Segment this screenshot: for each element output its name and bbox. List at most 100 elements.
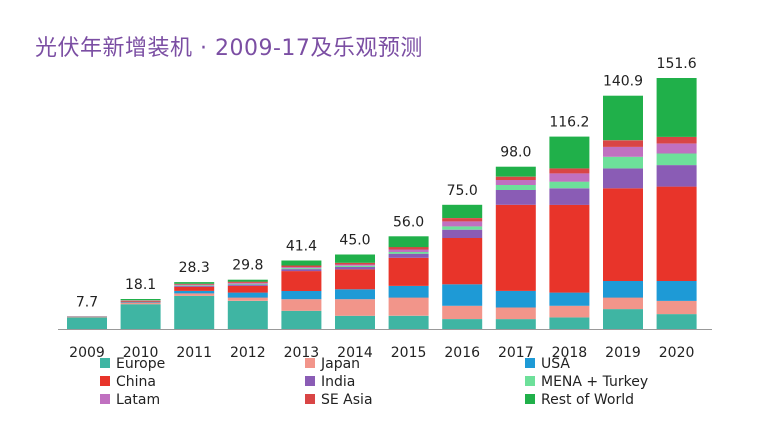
bar-segment-2014-se-asia — [335, 262, 375, 265]
total-label-2012: 29.8 — [232, 258, 263, 274]
bar-segment-2018-rest-of-world — [549, 136, 590, 169]
bar-segment-2011-india — [174, 286, 215, 287]
bar-segment-2010-usa — [120, 301, 161, 303]
legend-item-japan: Japan — [305, 356, 360, 372]
total-label-2017: 98.0 — [500, 145, 531, 161]
bar-segment-2012-rest-of-world — [227, 279, 268, 282]
bar-segment-2020-usa — [656, 281, 697, 301]
bar-segment-2019-rest-of-world — [603, 95, 643, 141]
bar-segment-2013-india — [281, 269, 322, 272]
x-tick-label-2019: 2019 — [605, 345, 641, 361]
legend-label-india: India — [321, 374, 355, 390]
bar-segment-2019-india — [603, 168, 643, 189]
bar-segment-2013-europe — [281, 310, 322, 329]
bar-segment-2016-rest-of-world — [442, 204, 483, 218]
bar-segment-2011-usa — [174, 290, 215, 294]
legend-label-usa: USA — [541, 356, 570, 372]
total-label-2016: 75.0 — [447, 183, 478, 199]
total-label-2015: 56.0 — [393, 214, 424, 230]
x-tick-label-2011: 2011 — [176, 345, 212, 361]
legend-label-rest-of-world: Rest of World — [541, 392, 634, 408]
bar-segment-2020-se-asia — [656, 136, 697, 144]
bar-segment-2011-europe — [174, 295, 215, 329]
total-label-2020: 151.6 — [657, 56, 697, 72]
bar-segment-2018-usa — [549, 292, 590, 306]
legend-label-china: China — [116, 374, 156, 390]
legend-swatch-latam — [100, 394, 110, 404]
bar-segment-2014-mena-turkey — [335, 265, 375, 267]
bar-segment-2012-japan — [227, 297, 268, 301]
bar-segment-2015-india — [388, 253, 429, 258]
bar-segment-2012-india — [227, 284, 268, 286]
total-label-2011: 28.3 — [179, 260, 210, 276]
legend-item-europe: Europe — [100, 356, 165, 372]
bar-segment-2018-se-asia — [549, 168, 590, 174]
legend-swatch-japan — [305, 358, 315, 368]
bar-segment-2013-china — [281, 271, 322, 291]
bar-segment-2017-india — [495, 189, 536, 205]
x-tick-label-2010: 2010 — [123, 345, 159, 361]
bar-segment-2018-japan — [549, 305, 590, 318]
legend-swatch-india — [305, 376, 315, 386]
bar-segment-2019-china — [603, 188, 643, 281]
bar-segment-2011-se-asia — [174, 283, 215, 285]
bar-segment-2016-se-asia — [442, 218, 483, 222]
bar-segment-2017-usa — [495, 290, 536, 308]
legend-item-mena-turkey: MENA + Turkey — [525, 374, 648, 390]
legend-swatch-rest-of-world — [525, 394, 535, 404]
bar-segment-2012-latam — [227, 283, 268, 284]
bar-segment-2015-europe — [388, 315, 429, 329]
legend-item-latam: Latam — [100, 392, 160, 408]
bars-layer — [67, 78, 697, 329]
bar-segment-2017-mena-turkey — [495, 185, 536, 190]
legend-swatch-usa — [525, 358, 535, 368]
bar-segment-2020-japan — [656, 300, 697, 315]
bar-segment-2014-rest-of-world — [335, 254, 375, 263]
bar-segment-2012-se-asia — [227, 281, 268, 283]
bar-segment-2015-rest-of-world — [388, 236, 429, 248]
bar-segment-2009-europe — [67, 317, 107, 329]
total-label-2009: 7.7 — [76, 294, 98, 310]
bar-segment-2018-china — [549, 204, 590, 293]
bar-segment-2015-usa — [388, 286, 429, 298]
bar-segment-2014-india — [335, 266, 375, 270]
total-label-2013: 41.4 — [286, 239, 317, 255]
bar-segment-2019-mena-turkey — [603, 156, 643, 169]
total-label-2019: 140.9 — [603, 74, 643, 90]
bar-segment-2015-se-asia — [388, 247, 429, 250]
legend-label-se-asia: SE Asia — [321, 392, 373, 408]
bar-segment-2016-mena-turkey — [442, 226, 483, 230]
bar-segment-2011-china — [174, 286, 215, 291]
bar-segment-2015-mena-turkey — [388, 252, 429, 254]
bar-segment-2015-china — [388, 257, 429, 286]
bar-segment-2011-japan — [174, 293, 215, 296]
bar-segment-2010-europe — [120, 304, 161, 329]
bar-segment-2017-europe — [495, 319, 536, 329]
x-tick-label-2013: 2013 — [284, 345, 320, 361]
legend-item-india: India — [305, 374, 355, 390]
bar-segment-2019-japan — [603, 297, 643, 310]
bar-segment-2014-latam — [335, 264, 375, 266]
bar-segment-2020-latam — [656, 143, 697, 154]
legend-item-se-asia: SE Asia — [305, 392, 373, 408]
x-tick-label-2017: 2017 — [498, 345, 534, 361]
bar-segment-2019-usa — [603, 281, 643, 298]
bar-segment-2016-india — [442, 229, 483, 238]
bar-segment-2009-japan — [67, 316, 107, 318]
bar-segment-2020-china — [656, 186, 697, 281]
x-tick-label-2016: 2016 — [444, 345, 480, 361]
bar-segment-2016-latam — [442, 221, 483, 227]
bar-segment-2011-rest-of-world — [174, 282, 215, 284]
bar-segment-2011-latam — [174, 284, 215, 286]
legend-item-usa: USA — [525, 356, 570, 372]
bar-segment-2018-latam — [549, 173, 590, 182]
legend-label-europe: Europe — [116, 356, 165, 372]
bar-segment-2015-latam — [388, 249, 429, 252]
bar-segment-2017-se-asia — [495, 176, 536, 180]
total-label-2018: 116.2 — [549, 115, 589, 131]
bar-segment-2014-china — [335, 269, 375, 290]
legend-swatch-mena-turkey — [525, 376, 535, 386]
total-label-2010: 18.1 — [125, 277, 156, 293]
bar-segment-2013-se-asia — [281, 265, 322, 268]
bar-segment-2017-japan — [495, 307, 536, 320]
